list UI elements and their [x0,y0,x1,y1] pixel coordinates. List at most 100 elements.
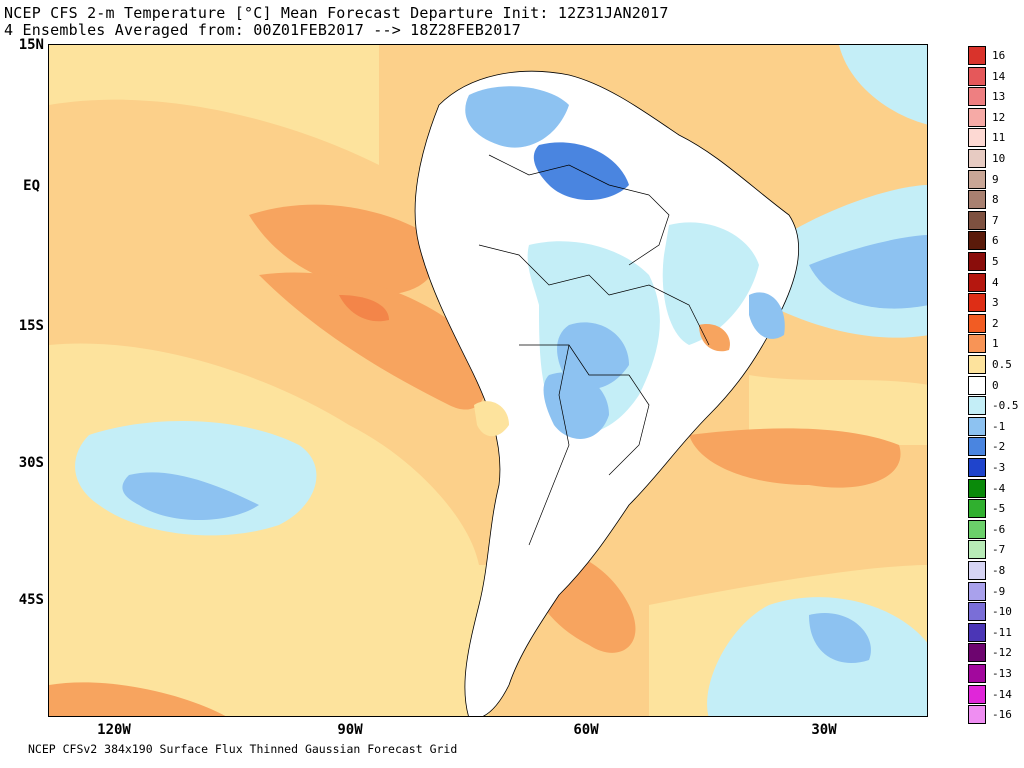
legend-swatch [968,252,986,271]
legend-label: 10 [992,152,1006,165]
cool-anomaly-ne-brazil [749,292,785,339]
lat-label-15n: 15N [18,37,44,53]
legend-label: -13 [992,667,1012,680]
lon-label-60w: 60W [573,722,599,738]
legend-label: 7 [992,213,999,227]
lon-label-30w: 30W [811,722,837,738]
legend-label: -2 [992,440,1006,454]
legend-swatch [968,231,986,251]
lat-label-15s: 15S [18,318,44,334]
legend-swatch [968,561,986,580]
legend-label: -12 [992,646,1012,660]
legend-label: 5 [992,255,999,268]
legend-label: -4 [992,481,1006,495]
legend-swatch [968,602,986,622]
legend-label: -7 [992,543,1006,557]
legend-label: -10 [992,605,1012,619]
warm-anomaly-sw-corner [49,682,226,716]
legend-label: 6 [992,234,999,248]
legend-swatch [968,684,986,704]
legend-swatch [968,622,986,642]
legend-swatch [968,149,986,168]
legend-swatch [968,519,986,539]
legend-label: -11 [992,625,1012,639]
legend-label: 12 [992,110,1006,124]
legend-label: 0 [992,378,999,392]
legend-label: -9 [992,584,1006,598]
legend-label: 1 [992,337,999,351]
cool-anomaly-colombia [465,86,569,148]
lat-label-eq: EQ [23,178,40,194]
lat-label-45s: 45S [18,592,44,608]
legend-swatch [968,355,986,374]
legend-swatch [968,190,986,210]
legend-swatch [968,293,986,313]
legend-swatch [968,581,986,601]
legend-swatch [968,210,986,230]
legend-label: 8 [992,193,999,207]
cool-anomaly-atlantic-core [809,235,927,309]
legend-label: -6 [992,522,1006,536]
cool-anomaly-se-pacific [75,421,317,536]
legend-swatch [968,416,986,436]
legend-label: -8 [992,564,1006,577]
legend-swatch [968,643,986,663]
legend-label: 3 [992,296,999,310]
cool-anomaly-s-atlantic-core [809,613,871,663]
cool-anomaly-bolivia [557,322,629,389]
lon-label-90w: 90W [337,722,363,738]
footer-caption: NCEP CFSv2 384x190 Surface Flux Thinned … [28,742,458,756]
chart-subtitle: 4 Ensembles Averaged from: 00Z01FEB2017 … [4,21,521,39]
legend-label: -0.5 [992,399,1019,413]
legend-swatch [968,499,986,519]
legend-swatch [968,46,986,65]
cool-anomaly-s-atlantic [707,597,927,716]
strong-warm-anomaly [339,295,389,322]
legend-label: 11 [992,131,1006,145]
warm-anomaly-eq-pacific [249,204,437,295]
warm-band-atlantic [749,375,927,445]
legend-label: 16 [992,49,1006,62]
legend-swatch [968,107,986,127]
legend-swatch [968,169,986,189]
legend-swatch [968,540,986,560]
legend-swatch [968,272,986,292]
legend-swatch [968,313,986,333]
legend-swatch [968,128,986,148]
legend-label: -16 [992,708,1012,722]
legend-label: 13 [992,90,1006,104]
country-borders [478,154,710,546]
legend-swatch [968,334,986,354]
legend-label: 9 [992,172,999,186]
warm-anomaly-s-atlantic [689,428,901,488]
legend-label: -5 [992,502,1006,516]
legend-label: -14 [992,687,1012,701]
legend-swatch [968,458,986,477]
legend-swatch [968,87,986,107]
legend-label: 14 [992,69,1006,83]
warm-anomaly-sw-pacific [259,272,487,410]
legend-label: -1 [992,419,1006,433]
warm-band-south-pacific [49,565,489,716]
warm-anomaly-andes [474,401,509,437]
legend-swatch [968,375,986,395]
warm-anomaly-interior-brazil [699,324,730,352]
legend-label: 0.5 [992,358,1012,371]
legend-label: 2 [992,316,999,330]
warm-band-north [49,45,379,165]
lat-label-30s: 30S [18,455,44,471]
legend-swatch [968,396,986,416]
cool-anomaly-brazil [662,222,759,345]
legend-swatch [968,478,986,498]
legend-swatch [968,664,986,683]
forecast-map-svg [49,45,927,716]
lon-label-120w: 120W [97,722,131,738]
chart-title: NCEP CFS 2-m Temperature [°C] Mean Forec… [4,4,669,22]
legend-swatch [968,66,986,86]
forecast-map [48,44,928,717]
cool-anomaly-n-atlantic [839,45,927,125]
cool-anomaly-se-pacific-core [122,472,259,520]
legend-label: 4 [992,275,999,289]
legend-label: -3 [992,461,1006,474]
legend-swatch [968,705,986,725]
